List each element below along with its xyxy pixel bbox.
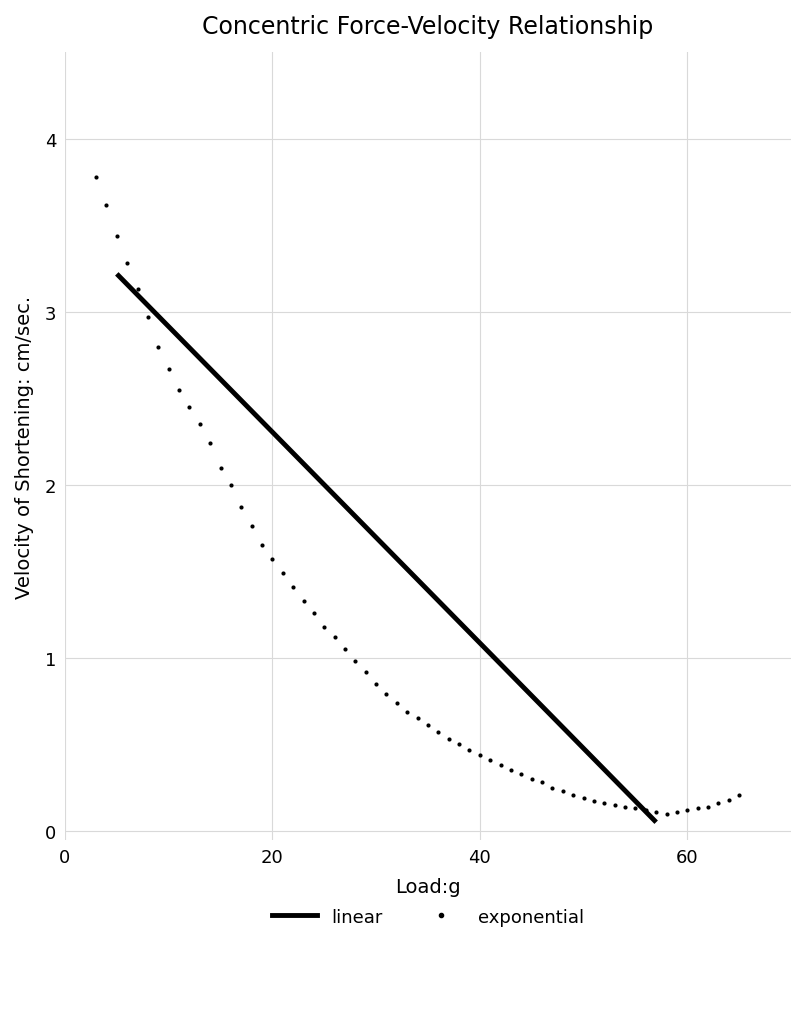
Title: Concentric Force-Velocity Relationship: Concentric Force-Velocity Relationship — [202, 15, 654, 39]
Y-axis label: Velocity of Shortening: cm/sec.: Velocity of Shortening: cm/sec. — [15, 296, 34, 598]
Legend: linear, exponential: linear, exponential — [264, 901, 592, 933]
X-axis label: Load:g: Load:g — [395, 877, 461, 896]
